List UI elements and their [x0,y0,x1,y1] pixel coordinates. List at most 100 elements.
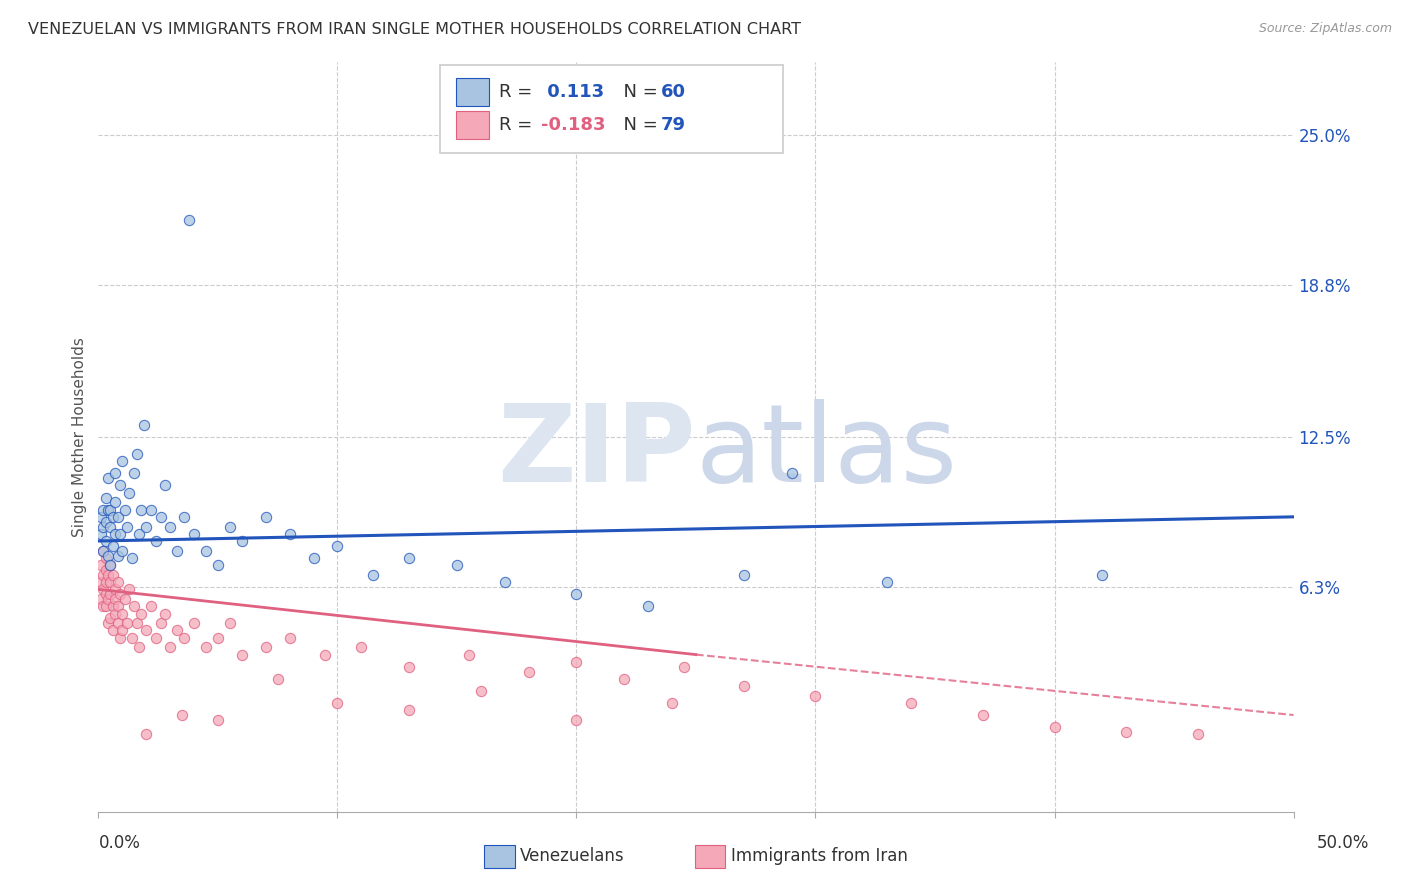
Point [107,616,129,631]
Point [90,509,112,524]
Point [131,607,153,621]
Point [876,575,898,590]
Point [149,509,172,524]
Point [446,558,468,573]
Point [207,558,229,573]
Text: ZIP: ZIP [498,399,696,505]
Point [166,543,188,558]
Point [98,558,122,573]
Point [94,599,117,614]
Point [565,713,588,727]
Point [326,539,349,553]
Y-axis label: Single Mother Households: Single Mother Households [72,337,87,537]
Point [114,592,136,607]
Point [108,478,131,492]
Text: VENEZUELAN VS IMMIGRANTS FROM IRAN SINGLE MOTHER HOUSEHOLDS CORRELATION CHART: VENEZUELAN VS IMMIGRANTS FROM IRAN SINGL… [28,22,801,37]
Point [637,599,659,614]
Point [107,509,129,524]
Point [195,640,218,655]
Point [94,491,117,505]
Point [98,587,122,601]
Point [101,599,124,614]
Point [91,502,114,516]
Point [139,502,162,516]
Point [98,611,122,625]
Point [1091,567,1114,582]
Text: -0.183: -0.183 [541,116,606,134]
Text: N =: N = [612,116,664,134]
Point [94,515,117,529]
Point [91,519,114,533]
Point [132,417,155,432]
Point [104,467,127,481]
Point [183,616,205,631]
Point [131,502,153,516]
Point [121,631,143,645]
Point [145,631,167,645]
Point [97,592,120,607]
Point [972,708,994,723]
Point [97,471,120,485]
Point [302,550,325,565]
Text: 0.0%: 0.0% [98,834,141,852]
Point [114,502,136,516]
Point [91,582,114,597]
Point [517,665,540,679]
Point [125,447,148,461]
Point [107,575,129,590]
Point [111,624,134,638]
Text: N =: N = [612,83,664,101]
Point [97,616,120,631]
Point [267,672,290,686]
Text: R =: R = [499,83,538,101]
Text: atlas: atlas [696,399,957,505]
Point [1115,725,1137,739]
Point [173,631,195,645]
Point [125,616,148,631]
Point [733,679,755,693]
Text: 79: 79 [661,116,686,134]
Point [398,659,420,673]
Point [101,624,124,638]
Point [98,558,122,573]
Point [91,543,114,558]
Point [195,543,218,558]
Point [97,502,120,516]
Point [135,624,157,638]
Point [363,567,385,582]
Point [108,587,131,601]
Point [108,526,131,541]
Point [470,684,492,698]
Point [135,727,157,741]
Point [159,519,181,533]
Point [231,648,253,662]
Point [91,543,114,558]
Text: Source: ZipAtlas.com: Source: ZipAtlas.com [1258,22,1392,36]
Point [139,599,162,614]
Point [661,696,683,710]
Point [97,549,120,563]
Text: Venezuelans: Venezuelans [520,847,624,865]
Point [183,526,205,541]
Point [166,624,188,638]
Point [219,519,242,533]
Point [98,575,122,590]
Point [124,599,146,614]
Point [179,212,201,227]
Point [104,607,127,621]
Point [115,616,138,631]
Point [90,526,112,541]
Point [398,703,420,717]
Text: Immigrants from Iran: Immigrants from Iran [731,847,908,865]
Point [207,713,229,727]
Point [97,567,120,582]
Point [350,640,373,655]
Point [104,592,127,607]
Point [673,659,696,673]
Point [494,575,516,590]
Point [278,526,301,541]
Point [1043,720,1066,734]
Point [398,550,420,565]
Point [733,567,755,582]
Point [94,587,117,601]
